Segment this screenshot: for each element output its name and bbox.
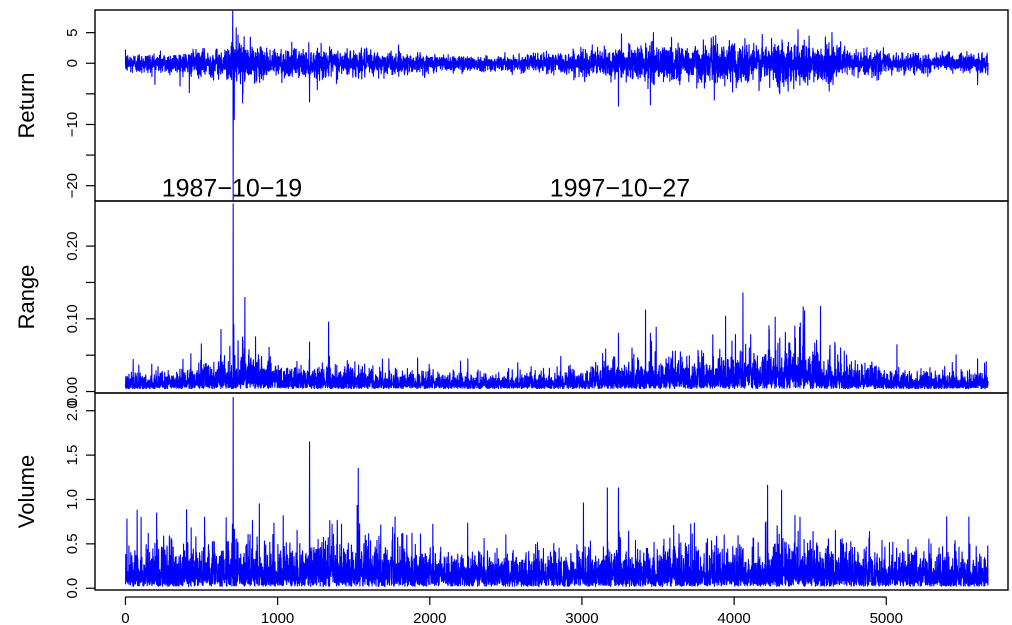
return-ytick-label: −10 [64, 112, 81, 137]
panel-range: 0.00 0.10 0.20 Range [14, 200, 1009, 406]
range-series-line [124, 203, 989, 390]
panel-volume: 0.0 0.5 1.0 1.5 2.0 Volume [14, 392, 1009, 599]
x-tick-label: 2000 [413, 610, 446, 625]
volume-ylabel: Volume [14, 455, 39, 528]
x-tick-label: 4000 [717, 610, 750, 625]
x-tick-label: 3000 [565, 610, 598, 625]
volume-ytick-label: 2.0 [64, 400, 81, 421]
x-tick-label: 5000 [870, 610, 903, 625]
return-panel-frame [94, 9, 1009, 202]
return-series-line [124, 10, 989, 201]
range-ytick-label: 0.10 [64, 304, 81, 333]
return-ytick-label: 0 [64, 59, 81, 67]
range-ytick-label: 0.00 [64, 377, 81, 406]
x-axis: 0 1000 2000 3000 4000 5000 [121, 596, 903, 625]
annotation-0: 1987−10−19 [162, 174, 302, 202]
volume-panel-frame [94, 392, 1009, 591]
return-ylabel: Return [14, 72, 39, 138]
panel-return: 5 0 −10 −20 Return 1987−10−19 1997−10−27 [14, 9, 1009, 202]
annotation-1: 1997−10−27 [550, 174, 690, 202]
volume-series-line [124, 396, 989, 587]
range-ylabel: Range [14, 265, 39, 330]
volume-ytick-label: 0.0 [64, 578, 81, 599]
range-panel-frame [94, 200, 1009, 394]
range-ytick-label: 0.20 [64, 231, 81, 260]
return-ytick-label: −20 [64, 173, 81, 198]
volume-ytick-label: 1.0 [64, 489, 81, 510]
x-tick-label: 0 [121, 610, 129, 625]
return-ytick-label: 5 [64, 28, 81, 36]
volume-ytick-label: 1.5 [64, 445, 81, 466]
volume-ytick-label: 0.5 [64, 533, 81, 554]
x-tick-label: 1000 [261, 610, 294, 625]
